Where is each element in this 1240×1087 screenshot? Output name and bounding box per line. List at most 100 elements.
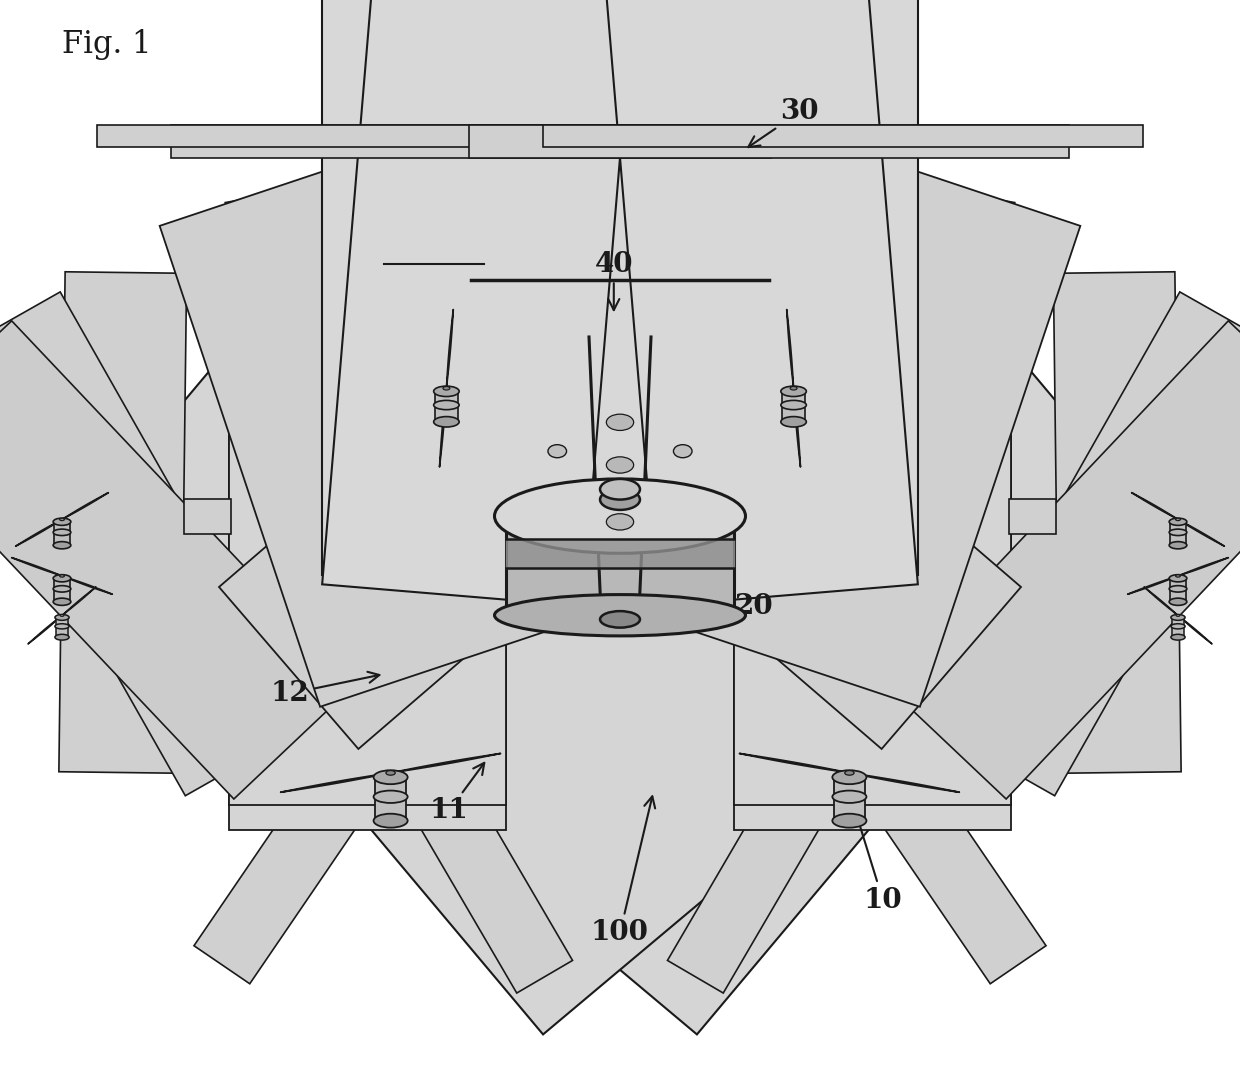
Polygon shape (1145, 587, 1178, 615)
Polygon shape (285, 132, 539, 624)
Polygon shape (55, 522, 69, 546)
Bar (184, 499, 231, 534)
Polygon shape (0, 321, 356, 799)
Polygon shape (193, 533, 532, 984)
Text: 100: 100 (591, 797, 655, 946)
Polygon shape (667, 528, 976, 994)
Polygon shape (445, 67, 1080, 707)
Ellipse shape (548, 445, 567, 458)
Ellipse shape (1171, 635, 1185, 640)
Ellipse shape (373, 771, 408, 784)
Ellipse shape (673, 445, 692, 458)
Text: 10: 10 (843, 776, 903, 913)
Polygon shape (1127, 576, 1178, 595)
Polygon shape (219, 196, 813, 749)
Polygon shape (583, 0, 918, 607)
Polygon shape (835, 777, 866, 821)
Ellipse shape (1176, 614, 1180, 616)
Polygon shape (11, 558, 62, 576)
Polygon shape (62, 576, 113, 595)
Ellipse shape (1171, 614, 1185, 621)
Ellipse shape (832, 771, 867, 784)
Polygon shape (1178, 558, 1229, 576)
Polygon shape (794, 388, 801, 467)
Polygon shape (280, 773, 391, 792)
Polygon shape (322, 0, 657, 607)
Polygon shape (56, 617, 68, 637)
Polygon shape (427, 196, 1021, 749)
Ellipse shape (53, 518, 71, 525)
Polygon shape (435, 391, 458, 422)
Polygon shape (1171, 522, 1185, 546)
Polygon shape (0, 292, 306, 796)
Polygon shape (1171, 578, 1185, 602)
Ellipse shape (495, 479, 745, 553)
Ellipse shape (60, 518, 64, 521)
Ellipse shape (53, 541, 71, 549)
Polygon shape (701, 132, 955, 624)
Polygon shape (506, 539, 734, 567)
Polygon shape (436, 113, 1014, 673)
Polygon shape (734, 230, 1011, 830)
Ellipse shape (1169, 575, 1187, 582)
Polygon shape (391, 753, 501, 773)
Ellipse shape (60, 575, 64, 577)
Ellipse shape (434, 416, 459, 427)
Ellipse shape (373, 790, 408, 803)
Ellipse shape (495, 595, 745, 636)
Ellipse shape (1169, 598, 1187, 605)
Polygon shape (739, 753, 849, 773)
Polygon shape (84, 267, 909, 1035)
Text: 30: 30 (748, 99, 820, 147)
Ellipse shape (55, 624, 69, 629)
Polygon shape (62, 587, 95, 615)
Ellipse shape (1176, 518, 1180, 521)
Ellipse shape (832, 790, 867, 803)
Polygon shape (331, 267, 1156, 1035)
Ellipse shape (386, 771, 396, 775)
Polygon shape (229, 205, 506, 805)
Ellipse shape (55, 635, 69, 640)
Text: Fig. 1: Fig. 1 (62, 29, 151, 61)
Polygon shape (383, 134, 572, 633)
Ellipse shape (832, 814, 867, 827)
Text: 11: 11 (429, 763, 485, 824)
Polygon shape (708, 533, 1047, 984)
Bar (1009, 499, 1056, 534)
Polygon shape (374, 777, 407, 821)
Ellipse shape (53, 598, 71, 605)
Ellipse shape (373, 814, 408, 827)
Ellipse shape (434, 386, 459, 397)
Polygon shape (934, 292, 1240, 796)
Polygon shape (1178, 615, 1211, 644)
Polygon shape (58, 272, 187, 773)
Polygon shape (668, 134, 857, 633)
Polygon shape (734, 205, 1011, 805)
Polygon shape (884, 321, 1240, 799)
Ellipse shape (781, 400, 806, 410)
Polygon shape (226, 113, 804, 673)
Ellipse shape (606, 457, 634, 473)
Polygon shape (171, 125, 771, 158)
Ellipse shape (1169, 541, 1187, 549)
Ellipse shape (781, 386, 806, 397)
Polygon shape (543, 125, 1143, 147)
Polygon shape (439, 388, 446, 467)
Text: 12: 12 (270, 672, 379, 707)
Polygon shape (1178, 520, 1224, 546)
Polygon shape (786, 310, 794, 388)
Ellipse shape (790, 387, 797, 390)
Ellipse shape (600, 611, 640, 627)
Polygon shape (434, 0, 806, 542)
Ellipse shape (1169, 586, 1187, 592)
Ellipse shape (606, 414, 634, 430)
Ellipse shape (60, 614, 64, 616)
Ellipse shape (600, 489, 640, 510)
Ellipse shape (443, 387, 450, 390)
Polygon shape (160, 67, 795, 707)
Ellipse shape (1169, 518, 1187, 525)
Text: 40: 40 (594, 251, 634, 310)
Polygon shape (97, 125, 697, 147)
Ellipse shape (600, 479, 640, 500)
Ellipse shape (1176, 575, 1180, 577)
